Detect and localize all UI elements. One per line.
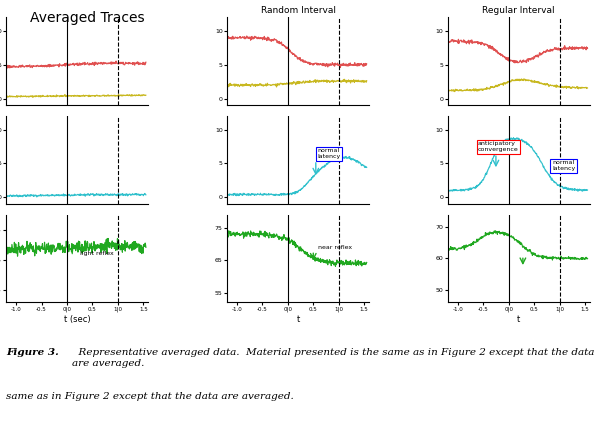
Text: anticipatory
convergence: anticipatory convergence — [478, 142, 519, 152]
Text: same as in Figure 2 except that the data are averaged.: same as in Figure 2 except that the data… — [6, 392, 294, 401]
Text: light reflex: light reflex — [80, 251, 113, 257]
X-axis label: t: t — [296, 315, 300, 324]
Text: Averaged Traces: Averaged Traces — [30, 11, 144, 25]
Text: normal
latency: normal latency — [552, 160, 575, 171]
Text: near reflex: near reflex — [318, 245, 352, 250]
X-axis label: t (sec): t (sec) — [64, 315, 91, 324]
Text: normal
latency: normal latency — [317, 148, 340, 159]
Title: Random Interval: Random Interval — [260, 6, 336, 15]
Title: Regular Interval: Regular Interval — [483, 6, 555, 15]
Text: Representative averaged data.  Material presented is the same as in Figure 2 exc: Representative averaged data. Material p… — [72, 348, 594, 368]
X-axis label: t: t — [517, 315, 520, 324]
Text: Figure 3.: Figure 3. — [6, 348, 59, 357]
